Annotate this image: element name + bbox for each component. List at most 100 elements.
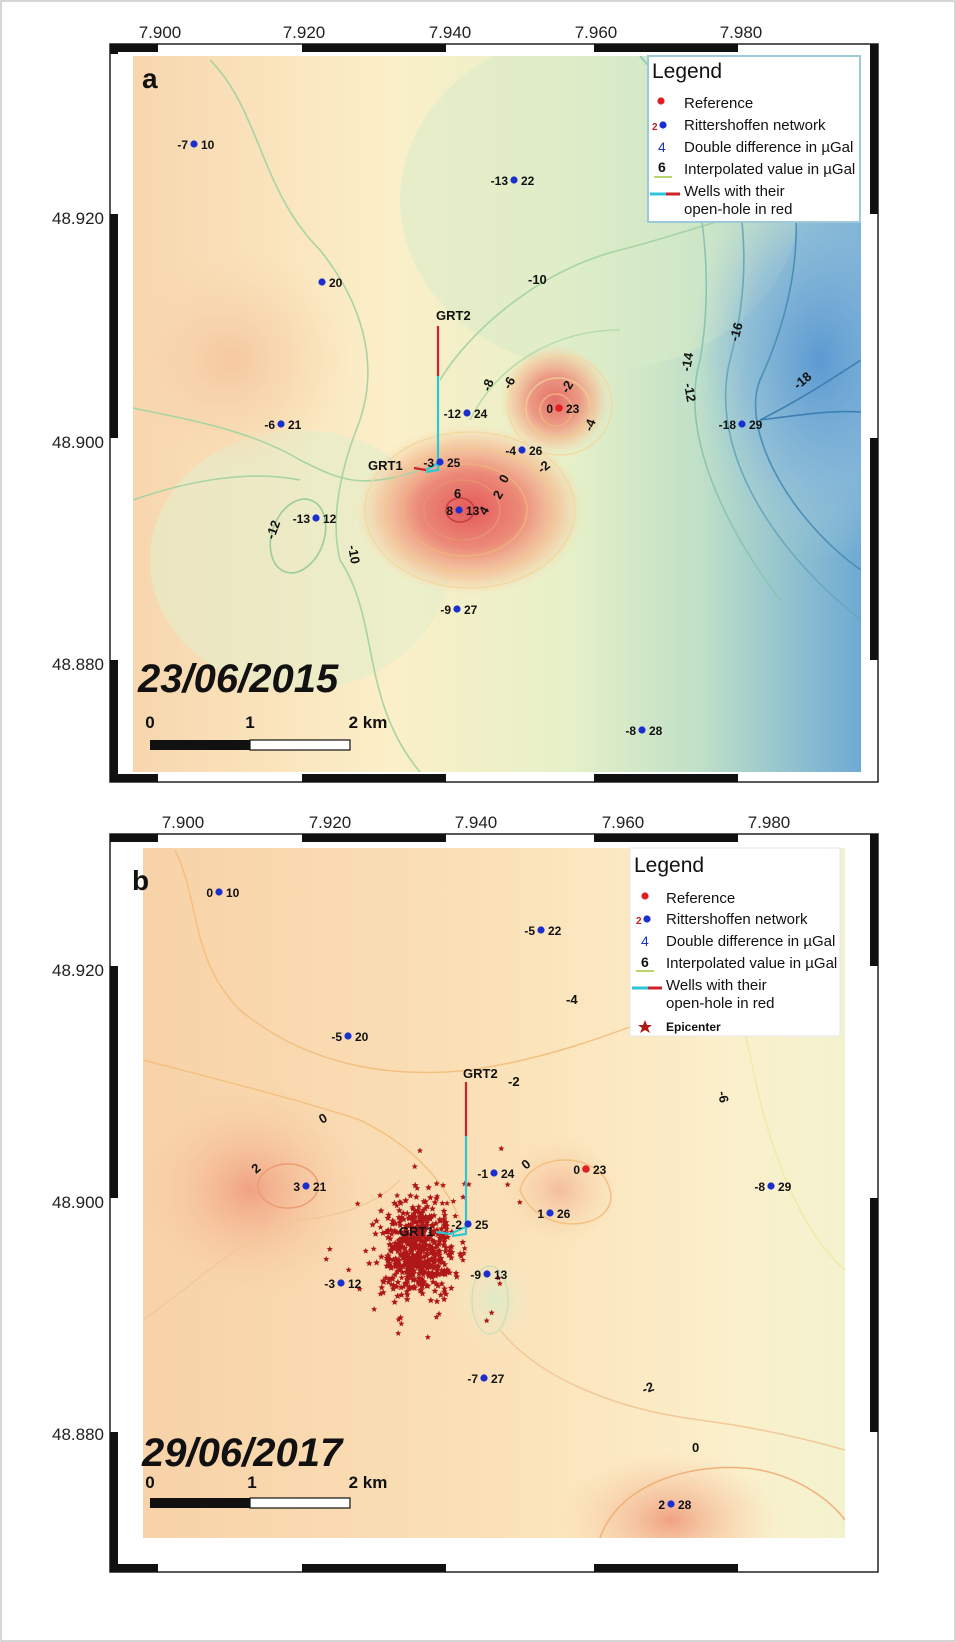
epicenter-star [377, 1224, 384, 1230]
epicenter-star [396, 1215, 404, 1223]
y-tick: 48.900 [52, 1193, 104, 1212]
epicenter-star [393, 1283, 401, 1290]
epicenter-star [391, 1220, 399, 1227]
epicenter-star [444, 1233, 451, 1241]
epicenter-star [444, 1200, 451, 1206]
contour-label: -14 [678, 351, 696, 373]
epicenter-star [398, 1274, 405, 1281]
epicenter-star [395, 1256, 403, 1264]
double-difference-label: 2 [658, 1498, 665, 1512]
epicenter-star [438, 1270, 446, 1277]
epicenter-star [391, 1271, 399, 1278]
epicenter-star [495, 1274, 502, 1281]
epicenter-star [433, 1195, 440, 1202]
epicenter-star [437, 1291, 445, 1298]
station-id-label: 28 [678, 1498, 692, 1512]
double-difference-label: 0 [573, 1163, 580, 1177]
epicenter-star [436, 1310, 443, 1317]
station-dot [455, 506, 463, 514]
epicenter-star [437, 1218, 444, 1224]
epicenter-star [394, 1192, 401, 1199]
station: 0 10 [206, 886, 239, 900]
epicenter-star [419, 1267, 426, 1274]
epicenter-star [412, 1260, 420, 1267]
epicenter-star [424, 1282, 432, 1289]
epicenter-star [396, 1251, 404, 1258]
station: -13 22 [491, 174, 535, 188]
y-tick: 48.900 [52, 433, 104, 452]
epicenter-star [429, 1278, 437, 1285]
epicenter-star [386, 1235, 394, 1242]
station-dot [738, 420, 746, 428]
station: -2 25 [451, 1218, 488, 1232]
station: 3 21 [293, 1180, 326, 1194]
double-difference-label: -2 [451, 1218, 462, 1232]
station-id-label: 23 [566, 402, 580, 416]
legend-symbol-text: 6 [641, 954, 649, 970]
epicenter-star [377, 1192, 384, 1198]
legend-item: Double difference in µGal [666, 933, 835, 950]
station-id-label: 29 [749, 418, 763, 432]
y-tick-labels: 48.920 48.900 48.880 [52, 209, 104, 674]
legend: Legend Reference 2 Rittershoffen network… [629, 847, 841, 1037]
epicenter-star [403, 1253, 411, 1261]
station-dot [463, 409, 471, 417]
epicenter-star [393, 1228, 401, 1236]
double-difference-label: 8 [446, 504, 453, 518]
station-id-label: 25 [475, 1218, 489, 1232]
station-id-label: 23 [593, 1163, 607, 1177]
epicenter-star [420, 1243, 428, 1251]
epicenter-star [498, 1145, 505, 1152]
epicenter-star [435, 1271, 442, 1278]
station-id-label: 28 [649, 724, 663, 738]
contour-label: -10 [528, 272, 547, 287]
panel-label: b [132, 865, 149, 896]
double-difference-label: -3 [324, 1277, 335, 1291]
contour-label: -10 [345, 544, 363, 565]
epicenter-star [409, 1205, 416, 1212]
station-id-label: 27 [464, 603, 478, 617]
double-difference-label: -18 [719, 418, 737, 432]
station: 1 26 [537, 1207, 570, 1221]
y-tick: 48.880 [52, 655, 104, 674]
epicenter-star [362, 1247, 369, 1254]
legend-symbol-text: 4 [658, 139, 666, 155]
epicenter-star [410, 1213, 417, 1221]
epicenter-star [433, 1180, 440, 1187]
double-difference-label: 1 [537, 1207, 544, 1221]
epicenter-star [403, 1295, 411, 1303]
epicenter-star [388, 1247, 395, 1255]
epicenter-star [356, 1285, 363, 1292]
epicenter-star [415, 1277, 423, 1285]
epicenter-star [426, 1270, 434, 1277]
epicenter-star [373, 1259, 380, 1266]
map-panel-a: 7.900 7.920 7.940 7.960 7.980 48.920 48.… [52, 23, 879, 783]
double-difference-label: -4 [505, 444, 516, 458]
station-dot [767, 1182, 775, 1190]
x-tick: 7.960 [575, 23, 618, 42]
epicenter-star [388, 1281, 395, 1288]
epicenter-star [396, 1266, 403, 1274]
epicenter-star [422, 1241, 430, 1248]
epicenter-star [414, 1185, 421, 1191]
well-casing-grt2 [425, 376, 440, 474]
epicenter-star [394, 1292, 401, 1300]
epicenter-star [390, 1256, 397, 1263]
double-difference-label: -12 [444, 407, 462, 421]
epicenter-star [431, 1199, 439, 1206]
epicenter-star [434, 1193, 441, 1199]
legend-item: Double difference in µGal [684, 139, 853, 156]
epicenter-star [396, 1228, 404, 1235]
contour-lines [133, 56, 861, 772]
epicenter-star [420, 1253, 428, 1260]
station-id-label: 10 [201, 138, 215, 152]
station: -8 29 [754, 1180, 791, 1194]
scale-segment [150, 740, 250, 750]
well-label-grt1: GRT1 [368, 458, 403, 473]
frame-bars [110, 834, 878, 1572]
epicenter-star [432, 1243, 440, 1251]
station-dot [510, 176, 518, 184]
epicenter-star [403, 1234, 411, 1242]
legend-item: Rittershoffen network [666, 911, 808, 928]
epicenter-star [373, 1217, 380, 1224]
